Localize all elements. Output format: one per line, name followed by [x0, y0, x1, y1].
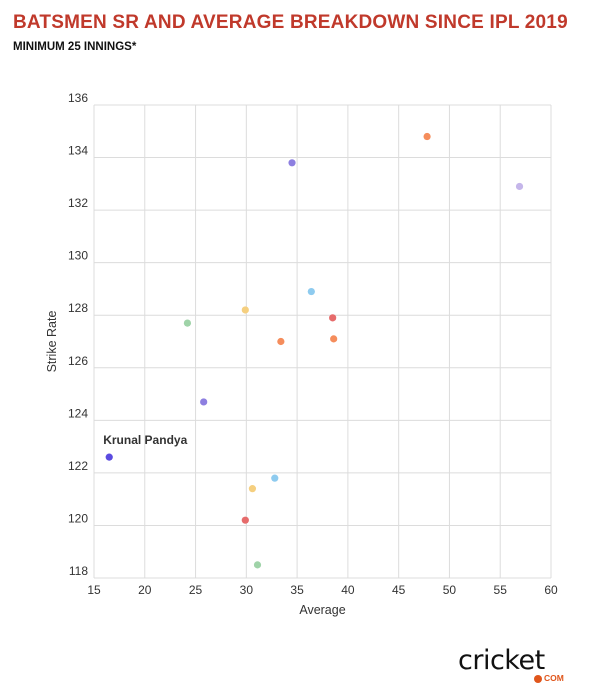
- chart-title: BATSMEN SR AND AVERAGE BREAKDOWN SINCE I…: [13, 12, 568, 33]
- data-point: [277, 337, 285, 346]
- chart-subtitle: MINIMUM 25 INNINGS*: [13, 41, 137, 53]
- x-tick-label: 30: [240, 583, 254, 597]
- data-point: [105, 453, 113, 461]
- x-tick-label: 25: [189, 583, 203, 597]
- x-tick-label: 20: [138, 583, 152, 597]
- x-tick-label: 40: [341, 583, 355, 597]
- logo-wordmark: cricket: [458, 645, 545, 676]
- data-point: [423, 132, 431, 141]
- y-tick-label: 134: [68, 144, 88, 158]
- y-axis-label: Strike Rate: [45, 311, 59, 373]
- data-point: [288, 159, 296, 167]
- scatter-chart: 15 20 25 30 35 40 45 50 55 60 118 120 122 124 126 128 13…: [45, 91, 558, 617]
- data-point: [515, 182, 524, 191]
- data-point: [271, 474, 279, 482]
- x-tick-label: 15: [87, 583, 101, 597]
- y-tick-label: 128: [68, 301, 88, 315]
- data-point: [307, 287, 315, 296]
- data-point: [330, 335, 338, 343]
- y-tick-label: 130: [68, 249, 88, 263]
- y-tick-label: 132: [68, 196, 88, 210]
- logo-suffix: COM: [544, 673, 564, 683]
- data-point: [329, 314, 337, 322]
- data-point: [248, 485, 257, 493]
- data-point: [241, 516, 249, 524]
- y-tick-label: 118: [69, 564, 88, 578]
- x-tick-label: 45: [392, 583, 406, 597]
- data-point: [241, 306, 249, 314]
- x-tick-label: 50: [443, 583, 457, 597]
- y-tick-label: 136: [68, 91, 88, 105]
- x-tick-label: 35: [290, 583, 304, 597]
- cricket-com-logo: cricket COM: [458, 646, 573, 686]
- x-tick-label: 55: [494, 583, 508, 597]
- data-point: [183, 319, 192, 327]
- y-tick-label: 122: [68, 459, 88, 473]
- point-annotation: Krunal Pandya: [103, 433, 187, 447]
- x-axis-label: Average: [299, 603, 345, 617]
- y-tick-label: 126: [68, 354, 88, 368]
- logo-dot-icon: [534, 675, 542, 683]
- y-tick-label: 120: [68, 511, 88, 525]
- x-tick-label: 60: [544, 583, 558, 597]
- y-tick-label: 124: [68, 406, 88, 420]
- data-point: [253, 561, 262, 569]
- data-point: [200, 398, 208, 406]
